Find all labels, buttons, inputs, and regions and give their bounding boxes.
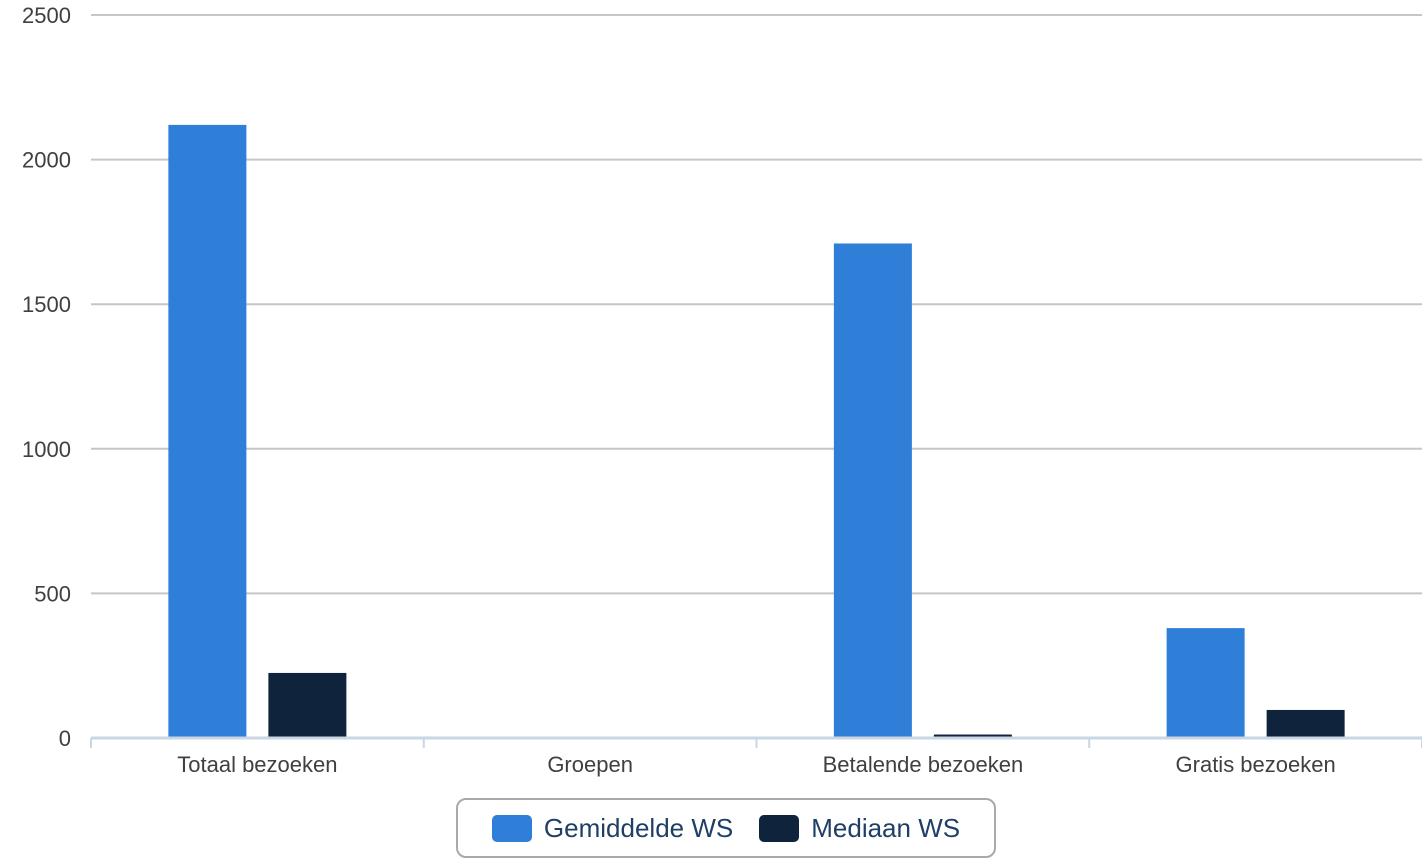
bar-series-2[interactable]: [1266, 709, 1345, 738]
bar-series-2[interactable]: [933, 734, 1012, 738]
y-tick-label: 2000: [22, 148, 71, 173]
bar-series-1[interactable]: [168, 124, 247, 739]
y-tick-label: 500: [34, 581, 71, 606]
y-tick-label: 0: [59, 726, 71, 751]
legend-swatch-series-2: [759, 814, 800, 842]
legend-item-series-2[interactable]: Mediaan WS: [759, 813, 960, 844]
x-axis: [90, 736, 1422, 748]
y-axis-ticks: 0 500 1000 1500 2000 2500: [22, 3, 71, 751]
bar-series-1[interactable]: [833, 243, 912, 738]
legend-item-series-1[interactable]: Gemiddelde WS: [491, 812, 734, 844]
gridlines: [91, 14, 1422, 595]
x-tick-label: Betalende bezoeken: [823, 752, 1024, 777]
legend-label-series-2: Mediaan WS: [811, 812, 961, 843]
y-tick-label: 1000: [22, 437, 71, 462]
x-axis-ticks: Totaal bezoeken Groepen Betalende bezoeken…: [177, 752, 1335, 777]
y-tick-label: 2500: [22, 3, 71, 28]
x-tick-label: Totaal bezoeken: [177, 752, 337, 777]
bar-series-2[interactable]: [268, 672, 347, 738]
legend-swatch-series-1: [491, 814, 532, 842]
bar-series-1[interactable]: [1166, 628, 1245, 738]
x-tick-label: Groepen: [547, 752, 633, 777]
bars: [168, 124, 1345, 739]
legend: Gemiddelde WS Mediaan WS: [456, 798, 996, 858]
legend-label-series-1: Gemiddelde WS: [543, 812, 734, 843]
y-tick-label: 1500: [22, 292, 71, 317]
x-tick-label: Gratis bezoeken: [1176, 752, 1336, 777]
